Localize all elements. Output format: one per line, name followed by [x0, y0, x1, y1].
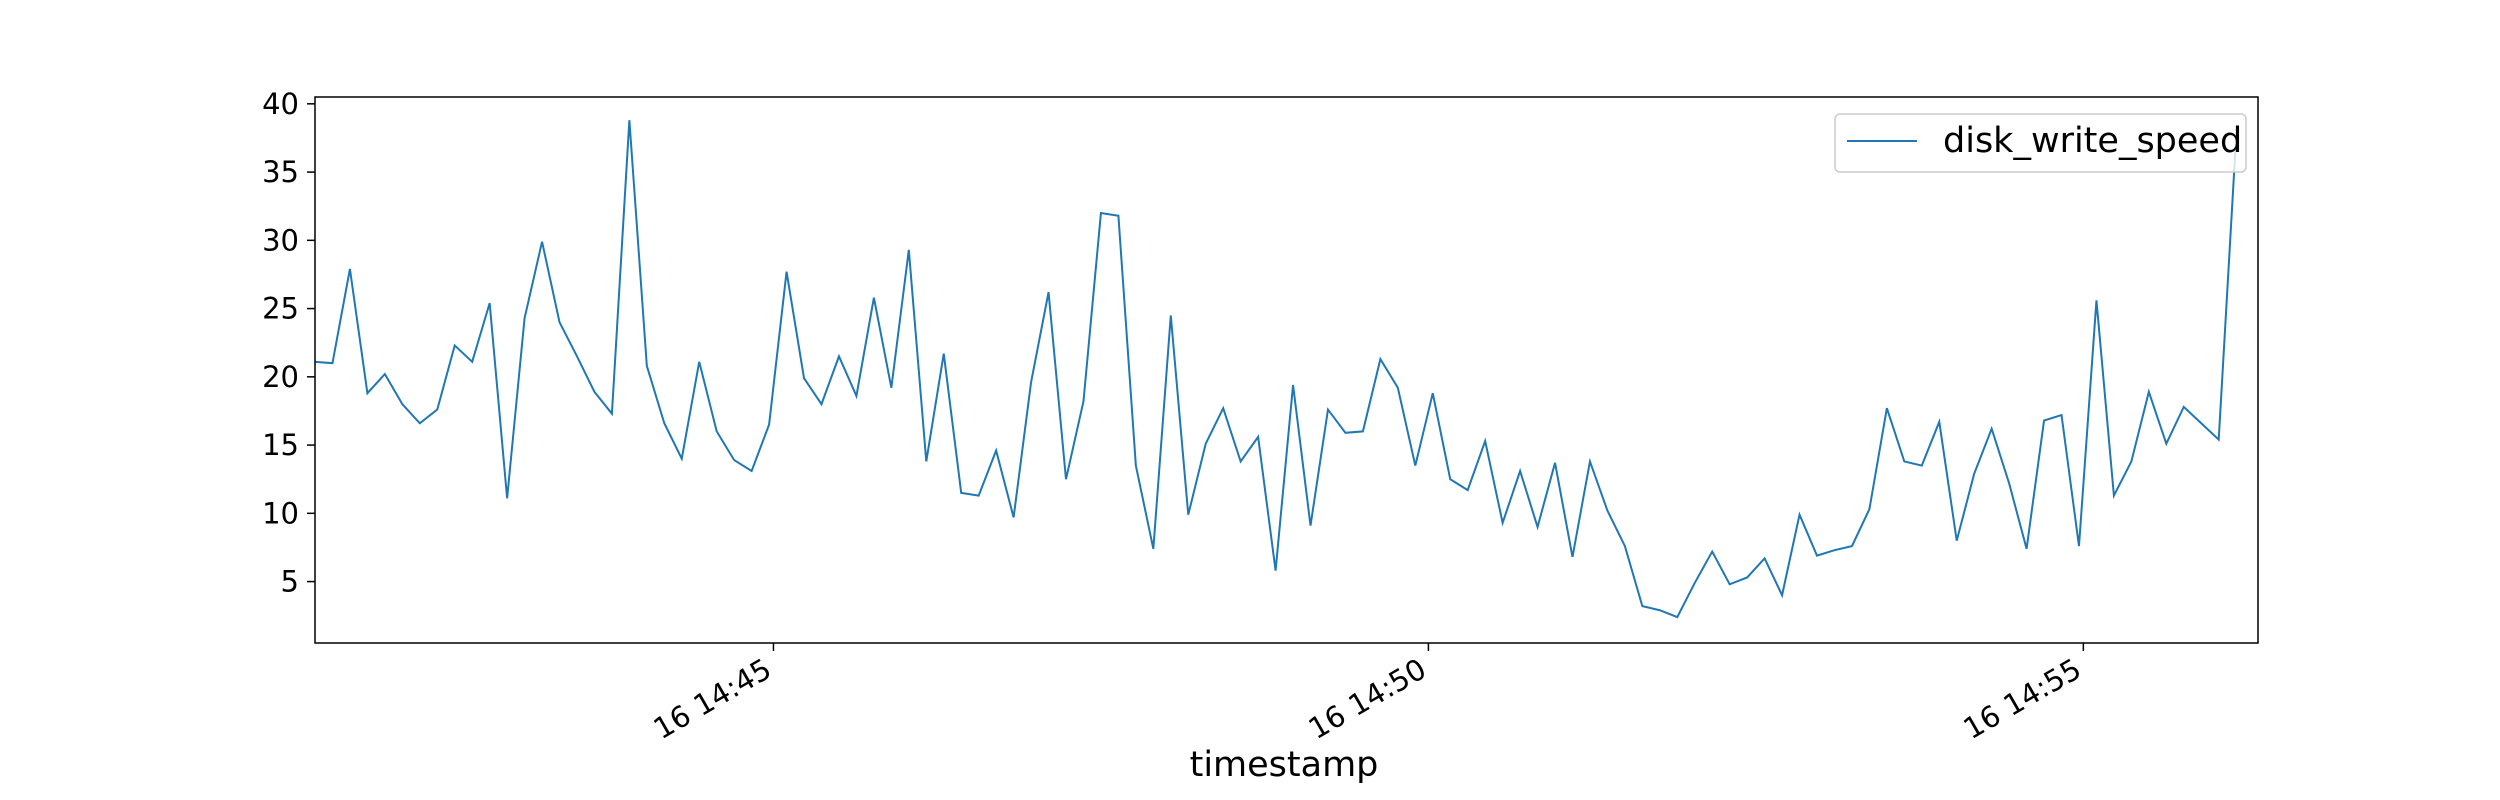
series-line-disk_write_speed	[315, 120, 2238, 619]
y-tick-label: 20	[262, 360, 299, 394]
legend-label: disk_write_speed	[1943, 121, 2242, 161]
plot-area	[314, 96, 2259, 644]
legend: disk_write_speed	[1834, 113, 2247, 173]
y-tick-label: 15	[262, 428, 299, 462]
y-tick-label: 35	[262, 155, 299, 189]
legend-frame	[1834, 113, 2247, 173]
y-axis: 5 10 15 20 25 30 35 40	[262, 87, 315, 599]
y-tick-label: 30	[262, 223, 299, 257]
axes-frame	[314, 96, 2259, 644]
y-tick-label: 40	[262, 87, 299, 121]
y-tick-label: 25	[262, 292, 299, 326]
y-tick-label: 5	[281, 565, 299, 599]
x-axis-title: timestamp	[1190, 745, 1379, 785]
y-tick-label: 10	[262, 496, 299, 530]
